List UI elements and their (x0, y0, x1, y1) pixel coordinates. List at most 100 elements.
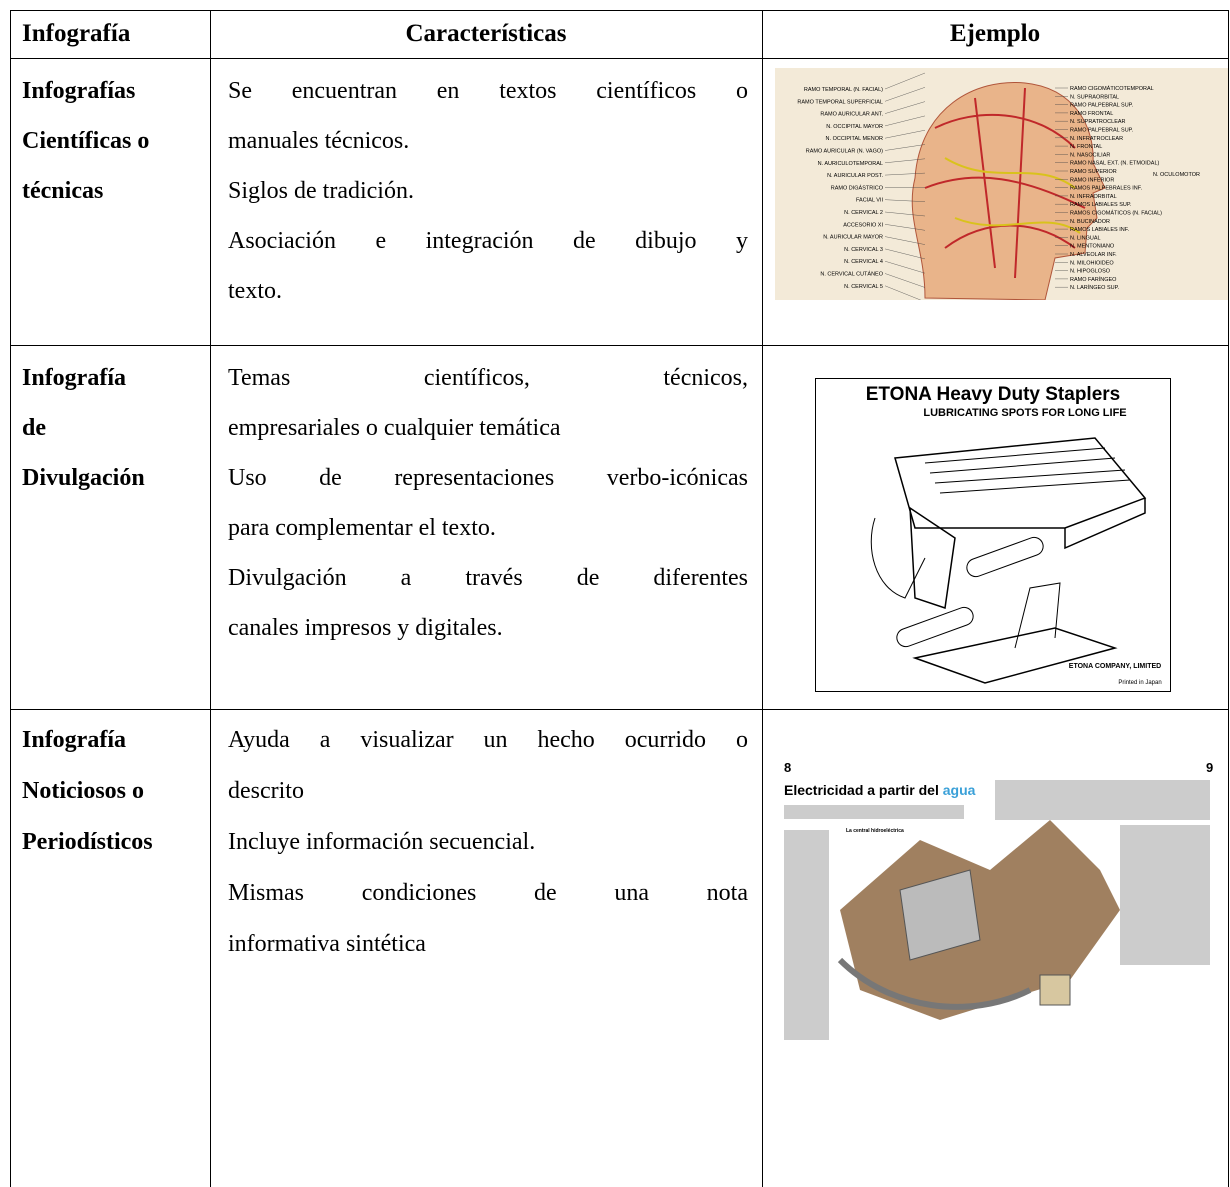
image-frame (815, 378, 1171, 692)
feature-paragraph: Asociación e integración de dibujo y text… (228, 216, 748, 316)
anatomy-label: N. HIPOGLOSO (1070, 269, 1111, 275)
type-line: Noticiosos o (22, 778, 144, 804)
leader-line (884, 248, 926, 260)
anatomy-label: RAMO AURICULAR (N. VAGO) (806, 149, 883, 155)
page-number: 8 (784, 760, 791, 775)
leader-line (884, 285, 922, 300)
anatomy-label: RAMOS CIGOMÁTICOS (N. FACIAL) (1070, 210, 1162, 217)
leader-line (884, 158, 926, 163)
feature-paragraph: Incluye información secuencial. (228, 817, 748, 868)
leader-line (884, 144, 926, 151)
anatomy-label: N. CERVICAL CUTÁNEO (820, 271, 883, 278)
anatomy-label: RAMOS LABIALES INF. (1070, 227, 1129, 233)
anatomy-label: N. AURICULAR MAYOR (823, 235, 883, 241)
feature-paragraph: Se encuentran en textos científicos o man… (228, 66, 748, 166)
anatomy-label: N. SUPRATROCLEAR (1070, 119, 1126, 125)
type-cell: Infografía de Divulgación (22, 353, 208, 503)
anatomy-label: N. LARÍNGEO SUP. (1070, 284, 1120, 291)
feature-line: Ayuda a visualizar un hecho ocurrido o (228, 727, 748, 753)
feature-paragraph: Uso de representaciones verbo-icónicas pa… (228, 453, 748, 553)
features-cell: Temas científicos, técnicos, empresariale… (228, 353, 748, 653)
leader-line (884, 72, 926, 90)
leader-line (884, 211, 926, 217)
anatomy-label: ACCESORIO XI (843, 222, 883, 228)
anatomy-label: RAMO DIGÁSTRICO (831, 184, 884, 191)
feature-line: informativa sintética (228, 931, 426, 957)
border (1228, 10, 1229, 1187)
anatomy-label: N. FRONTAL (1070, 144, 1102, 150)
feature-paragraph: Divulgación a través de diferentes canale… (228, 553, 748, 653)
anatomy-label: N. CERVICAL 2 (844, 210, 883, 216)
leader-line (884, 87, 926, 102)
anatomy-label: RAMOS LABIALES SUP. (1070, 202, 1132, 208)
feature-line: Asociación e integración de dibujo y (228, 228, 748, 254)
border (210, 10, 211, 1187)
anatomy-label: RAMO TEMPORAL (N. FACIAL) (804, 87, 883, 93)
anatomy-label: N. SUPRAORBITAL (1070, 94, 1119, 100)
anatomy-label: RAMO PALPEBRAL SUP. (1070, 103, 1134, 109)
anatomy-label: N. CERVICAL 3 (844, 247, 883, 253)
anatomy-label: FACIAL VII (856, 198, 883, 204)
anatomy-label: N. NASOCILIAR (1070, 152, 1110, 158)
border (10, 10, 11, 1187)
grease-tube (896, 606, 974, 648)
stapler-lines (924, 447, 1131, 494)
type-line: Divulgación (22, 465, 145, 491)
anatomy-label: RAMO FARÍNGEO (1070, 276, 1117, 283)
anatomy-label: RAMO NASAL EXT. (N. ETMOIDAL) (1070, 161, 1160, 167)
feature-line: Temas científicos, técnicos, (228, 365, 748, 391)
border (762, 10, 763, 1187)
header-cell: Características (405, 20, 567, 47)
anatomy-label: N. ALVEOLAR INF. (1070, 252, 1117, 258)
anatomy-label: N. AURICULAR POST. (827, 173, 883, 179)
section-title: La central hidroeléctrica (846, 828, 904, 834)
border (10, 10, 1229, 11)
anatomy-label: RAMOS PALPEBRALES INF. (1070, 186, 1143, 192)
border (10, 709, 1229, 710)
anatomy-label: RAMO CIGOMÁTICOTEMPORAL (1070, 85, 1154, 92)
feature-line: para complementar el texto. (228, 515, 496, 541)
image-company: ETONA COMPANY, LIMITED (1069, 663, 1161, 670)
anatomy-label: N. BUCINADOR (1070, 219, 1110, 225)
type-line: Infografía (22, 727, 126, 753)
anatomy-label: RAMO PALPEBRAL SUP. (1070, 128, 1134, 134)
type-line: Infografías (22, 78, 136, 104)
anatomy-label: N. AURICULOTEMPORAL (818, 161, 883, 167)
newspaper-image: 8 9 Electricidad a partir del agua La ce… (770, 760, 1222, 1048)
stapler-base (912, 627, 1118, 684)
feature-line: Siglos de tradición. (228, 178, 414, 204)
anatomy-label: RAMO TEMPORAL SUPERFICIAL (797, 99, 883, 105)
feature-paragraph: Mismas condiciones de una nota informativ… (228, 868, 748, 970)
terrain (840, 820, 1120, 1020)
feature-line: Divulgación a través de diferentes (228, 565, 748, 591)
image-subtitle: LUBRICATING SPOTS FOR LONG LIFE (923, 407, 1126, 419)
feature-paragraph: Ayuda a visualizar un hecho ocurrido o de… (228, 715, 748, 817)
stapler-post (1014, 582, 1061, 649)
anatomy-label: N. LINGUAL (1070, 235, 1101, 241)
stapler-top (894, 437, 1147, 550)
anatomy-label: N. CERVICAL 5 (844, 284, 883, 290)
dam (899, 869, 981, 961)
text-columns (784, 780, 1210, 1040)
header-cell: Ejemplo (949, 20, 1041, 47)
type-line: de (22, 415, 46, 441)
headline-text: Electricidad a partir del (784, 782, 939, 798)
anatomy-label: N. MENTONIANO (1070, 244, 1115, 250)
feature-line: Uso de representaciones verbo-icónicas (228, 465, 748, 491)
stapler-arm (909, 506, 956, 609)
feature-line: texto. (228, 278, 282, 304)
hand (870, 517, 926, 599)
features-cell: Se encuentran en textos científicos o man… (228, 66, 748, 316)
border (10, 58, 1229, 59)
anatomy-label: N. OCCIPITAL MAYOR (826, 124, 883, 130)
type-line: Infografía (22, 365, 126, 391)
leader-line (884, 224, 926, 231)
image-title: ETONA Heavy Duty Staplers (866, 384, 1120, 405)
anatomy-label: N. MILOHIOIDEO (1070, 260, 1114, 266)
type-line: técnicas (22, 178, 104, 204)
leader-line (884, 273, 926, 288)
nerves (944, 157, 1081, 234)
anatomy-label: RAMO FRONTAL (1070, 111, 1113, 117)
leader-line (884, 261, 926, 274)
